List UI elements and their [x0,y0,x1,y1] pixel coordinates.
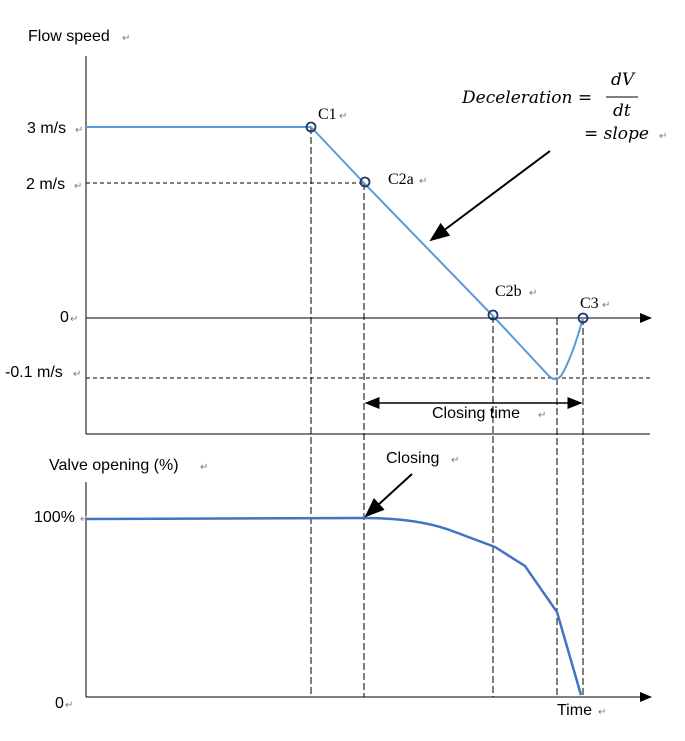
label-c3: C3 [580,295,599,312]
label-c2a: C2a [388,171,414,188]
bottom-panel: Valve opening (%) ↵ 100% ↵ 0 ↵ Closing ↵… [34,450,652,719]
return-mark: ↵ [70,314,78,325]
return-mark: ↵ [65,700,73,711]
return-mark: ↵ [80,514,88,525]
label-c1: C1 [318,106,337,123]
top-panel: Flow speed ↵ 3 m/s ↵ 2 m/s ↵ 0 ↵ -0.1 m/… [5,28,667,697]
return-mark: ↵ [451,455,459,466]
formula-numerator: dV [611,70,636,90]
return-mark: ↵ [75,125,83,136]
return-mark: ↵ [598,707,606,718]
formula-denominator: dt [613,101,631,121]
point-c2b-marker [487,309,499,321]
return-mark: ↵ [339,111,347,122]
valve-opening-title: Valve opening (%) [49,457,179,474]
tick-neg01: -0.1 m/s [5,364,63,381]
return-mark: ↵ [602,300,610,311]
return-mark: ↵ [200,462,208,473]
tick-100pct: 100% [34,509,75,526]
formula-rhs: = slope [584,124,649,144]
tick-3ms: 3 m/s [27,120,66,137]
return-mark: ↵ [419,176,427,187]
tick-2ms: 2 m/s [26,176,65,193]
return-mark: ↵ [74,181,82,192]
return-mark: ↵ [529,288,537,299]
point-c1-marker [305,121,317,133]
point-c3-marker [577,312,589,324]
zero-axis-arrowhead [640,313,652,323]
closing-label: Closing [386,450,439,467]
return-mark: ↵ [122,33,130,44]
valve-opening-curve [85,516,583,696]
slope-pointer-arrow [429,150,551,242]
flow-speed-title: Flow speed [28,28,110,45]
formula-lhs: Deceleration = [461,88,592,108]
closing-time-label: Closing time [432,405,520,422]
return-mark: ↵ [659,131,667,142]
closing-pointer-arrow [364,473,413,518]
time-axis-title: Time [557,702,592,719]
flow-speed-curve [86,126,584,380]
tick-0: 0 [60,309,69,326]
label-c2b: C2b [495,283,522,300]
return-mark: ↵ [73,369,81,380]
tick-0pct: 0 [55,695,64,712]
time-axis-arrowhead [640,692,652,702]
point-c2a-marker [359,176,371,188]
return-mark: ↵ [538,410,546,421]
deceleration-formula: Deceleration = dV dt = slope ↵ [461,70,667,144]
